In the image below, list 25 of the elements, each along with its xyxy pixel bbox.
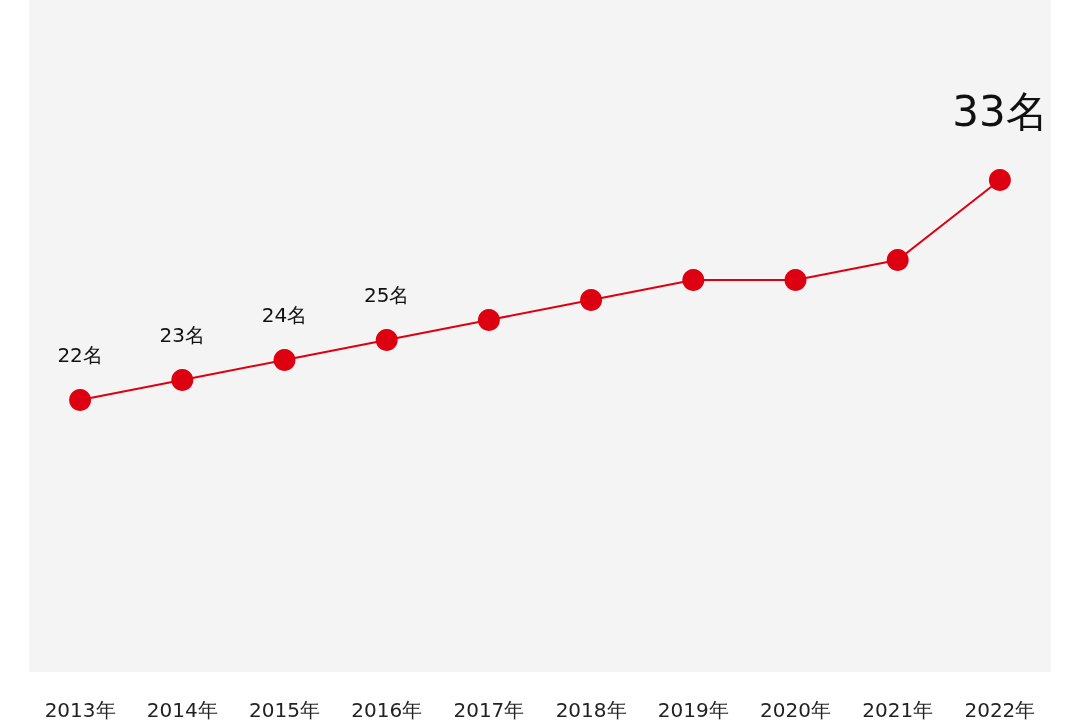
point [988, 169, 1011, 191]
point [682, 269, 705, 291]
point [886, 249, 909, 271]
x-tick-label: 2014年 [146, 698, 218, 722]
point [273, 349, 296, 372]
x-tick-label: 2020年 [760, 698, 831, 722]
data-label: 23名 [159, 323, 206, 348]
point [784, 269, 807, 291]
x-tick-label: 2013年 [44, 698, 116, 722]
x-tick-label: 2017年 [453, 698, 525, 722]
point [69, 389, 92, 412]
x-tick-label: 2019年 [657, 698, 729, 722]
point [171, 369, 194, 392]
point [477, 309, 500, 332]
data-label: 22名 [57, 343, 103, 368]
data-label: 24名 [261, 303, 308, 328]
x-tick-label: 2022年 [964, 698, 1036, 722]
data-label: 33名 [952, 87, 1048, 137]
point [580, 289, 603, 312]
x-tick-label: 2021年 [862, 698, 934, 722]
data-label: 25名 [363, 283, 410, 308]
point [375, 329, 398, 352]
x-tick-label: 2015年 [249, 698, 320, 722]
x-tick-label: 2016年 [351, 698, 423, 722]
x-tick-label: 2018年 [555, 698, 627, 722]
